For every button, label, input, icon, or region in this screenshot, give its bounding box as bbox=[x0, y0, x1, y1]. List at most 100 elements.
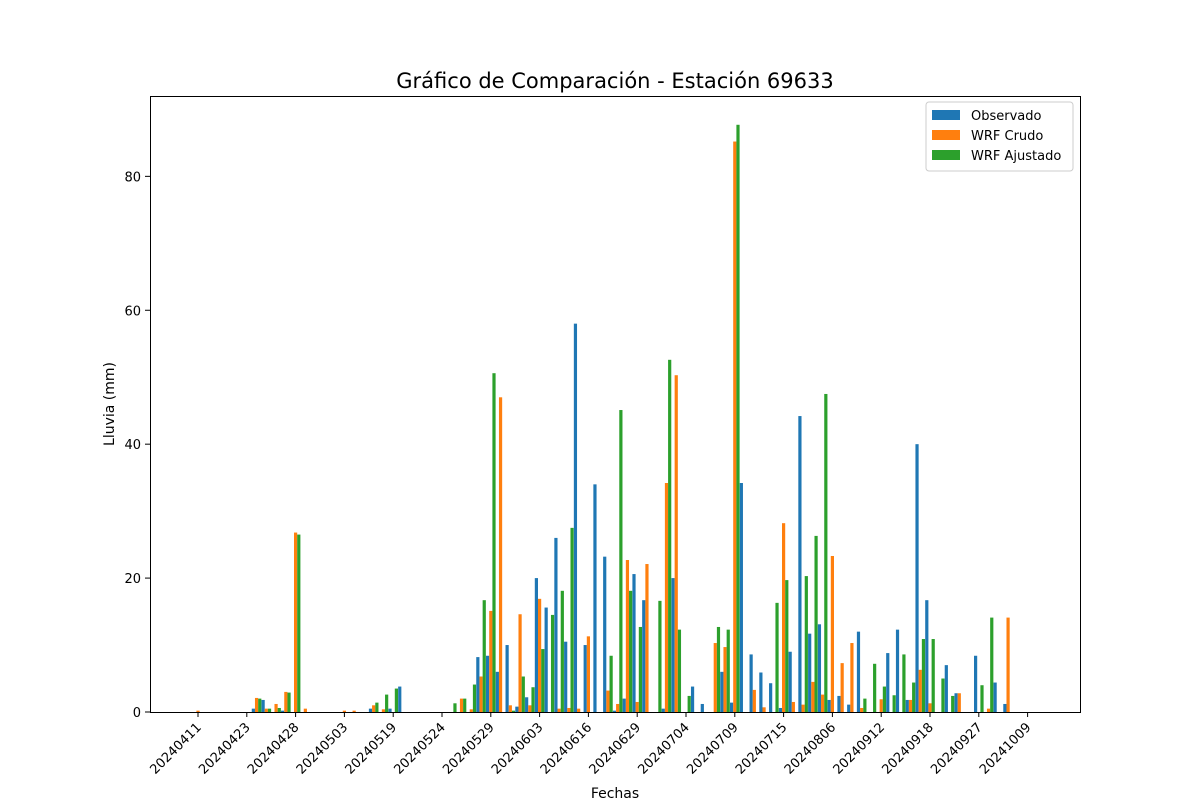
bar-wrf-ajustado bbox=[394, 688, 398, 712]
bar-wrf-crudo bbox=[284, 691, 288, 712]
bar-wrf-crudo bbox=[489, 610, 493, 712]
bar-wrf-crudo bbox=[762, 707, 766, 712]
x-axis-label: Fechas bbox=[591, 786, 639, 800]
bar-wrf-crudo bbox=[196, 710, 200, 712]
bar-wrf-crudo bbox=[830, 555, 834, 712]
legend-swatch bbox=[932, 150, 960, 160]
bar-observado bbox=[974, 655, 978, 712]
bar-wrf-ajustado bbox=[463, 698, 467, 712]
bar-observado bbox=[612, 710, 617, 712]
bar-wrf-crudo bbox=[821, 694, 825, 712]
legend-box bbox=[925, 101, 1074, 172]
bar-wrf-ajustado bbox=[785, 580, 789, 712]
bar-wrf-ajustado bbox=[482, 600, 486, 712]
bar-wrf-crudo bbox=[372, 705, 376, 712]
bar-wrf-crudo bbox=[1006, 617, 1010, 712]
bar-wrf-ajustado bbox=[277, 707, 281, 712]
bar-wrf-crudo bbox=[342, 710, 346, 712]
bar-wrf-crudo bbox=[625, 560, 630, 712]
bar-wrf-ajustado bbox=[609, 655, 613, 712]
bar-observado bbox=[525, 697, 529, 712]
bar-observado bbox=[925, 600, 929, 712]
bar-observado bbox=[593, 484, 597, 712]
bar-wrf-crudo bbox=[840, 663, 844, 712]
bar-wrf-crudo bbox=[918, 669, 922, 712]
bar-wrf-ajustado bbox=[258, 698, 262, 712]
bar-wrf-crudo bbox=[664, 483, 669, 712]
bar-wrf-ajustado bbox=[297, 534, 301, 712]
bar-observado bbox=[769, 683, 773, 712]
bar-wrf-ajustado bbox=[550, 614, 555, 712]
bar-observado bbox=[690, 686, 695, 712]
bar-observado bbox=[749, 654, 753, 712]
bar-wrf-crudo bbox=[635, 701, 639, 712]
bar-observado bbox=[827, 699, 831, 712]
bar-wrf-crudo bbox=[459, 698, 464, 712]
bar-wrf-crudo bbox=[274, 703, 278, 712]
bar-wrf-ajustado bbox=[658, 600, 662, 712]
bar-wrf-crudo bbox=[674, 375, 678, 712]
bar-observado bbox=[886, 653, 890, 712]
bar-observado bbox=[515, 706, 519, 712]
bar-observado bbox=[808, 633, 812, 712]
bar-wrf-ajustado bbox=[736, 124, 740, 713]
bar-wrf-crudo bbox=[518, 614, 522, 712]
bar-observado bbox=[788, 651, 792, 712]
bar-wrf-ajustado bbox=[385, 694, 389, 712]
bar-wrf-crudo bbox=[782, 523, 786, 712]
bar-wrf-crudo bbox=[850, 643, 854, 712]
bar-wrf-crudo bbox=[645, 564, 649, 712]
bar-wrf-ajustado bbox=[921, 639, 926, 712]
y-axis-label: Lluvia (mm) bbox=[102, 362, 118, 446]
bar-wrf-crudo bbox=[752, 689, 756, 712]
bar-wrf-ajustado bbox=[863, 698, 867, 712]
bar-wrf-ajustado bbox=[472, 684, 477, 712]
legend: Observado WRF Crudo WRF Ajustado bbox=[925, 101, 1074, 172]
legend-swatch bbox=[932, 110, 960, 120]
bar-observado bbox=[603, 556, 607, 712]
bar-wrf-crudo bbox=[986, 708, 991, 712]
bar-observado bbox=[476, 657, 480, 712]
bar-observado bbox=[730, 702, 734, 712]
bar-wrf-ajustado bbox=[570, 527, 574, 712]
bar-wrf-ajustado bbox=[726, 629, 730, 712]
bar-observado bbox=[505, 645, 509, 712]
bar-observado bbox=[720, 671, 724, 712]
bar-wrf-ajustado bbox=[902, 654, 906, 712]
bar-wrf-crudo bbox=[723, 647, 727, 712]
bar-wrf-crudo bbox=[479, 676, 483, 712]
bar-wrf-crudo bbox=[928, 703, 932, 712]
bar-wrf-ajustado bbox=[511, 710, 516, 712]
bar-wrf-ajustado bbox=[521, 676, 525, 712]
bar-wrf-crudo bbox=[713, 643, 717, 712]
y-tick-label: 0 bbox=[133, 706, 141, 721]
bar-observado bbox=[534, 578, 538, 712]
bar-wrf-ajustado bbox=[668, 359, 672, 712]
bar-wrf-ajustado bbox=[492, 373, 496, 712]
bar-observado bbox=[895, 629, 900, 712]
bar-observado bbox=[700, 703, 704, 712]
plot-frame bbox=[150, 96, 1081, 713]
bar-observado bbox=[798, 416, 802, 712]
bar-wrf-ajustado bbox=[912, 682, 916, 712]
bar-wrf-crudo bbox=[801, 704, 805, 712]
chart-title: Gráfico de Comparación - Estación 69633 bbox=[396, 69, 833, 93]
bar-wrf-ajustado bbox=[453, 703, 457, 712]
bar-wrf-crudo bbox=[616, 703, 620, 712]
bar-wrf-ajustado bbox=[716, 626, 721, 712]
legend-swatch bbox=[932, 130, 960, 140]
bar-observado bbox=[759, 672, 763, 712]
bar-wrf-ajustado bbox=[560, 590, 564, 712]
bar-wrf-ajustado bbox=[677, 629, 682, 712]
bar-wrf-ajustado bbox=[824, 393, 828, 712]
bar-wrf-crudo bbox=[557, 708, 561, 712]
bar-wrf-crudo bbox=[733, 141, 737, 712]
bar-observado bbox=[944, 665, 948, 712]
bar-observado bbox=[915, 444, 919, 712]
bar-wrf-crudo bbox=[567, 707, 571, 712]
bar-observado bbox=[281, 710, 285, 712]
bar-observado bbox=[837, 695, 841, 712]
bar-observado bbox=[856, 631, 861, 712]
bar-wrf-ajustado bbox=[814, 535, 818, 712]
bar-wrf-crudo bbox=[860, 707, 864, 712]
